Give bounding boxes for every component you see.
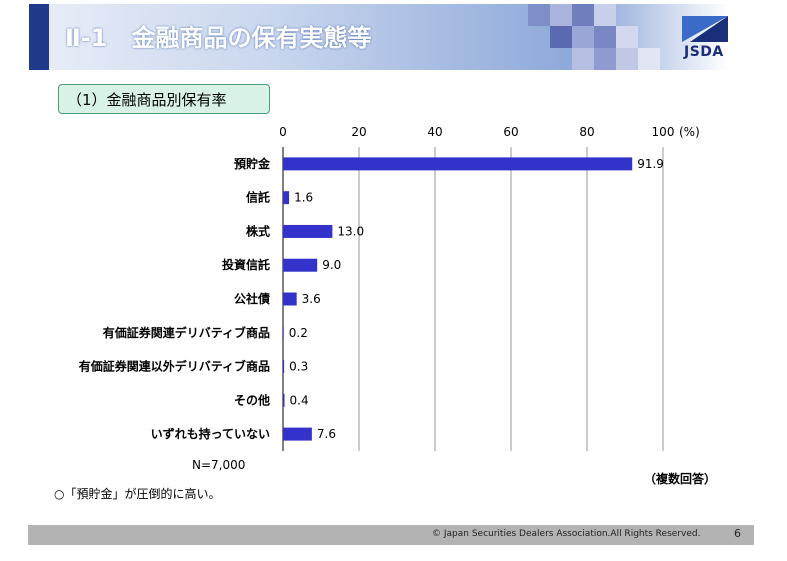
bar [283,360,285,374]
bar [283,157,633,171]
bar [283,258,318,272]
x-tick-label: 0 [279,125,287,139]
x-tick-label: 40 [427,125,442,139]
copyright-text: © Japan Securities Dealers Association.A… [432,529,701,539]
logo-text: JSDA [684,44,724,60]
chart-note: ○「預貯金」が圧倒的に高い。 [54,487,221,501]
multiple-answer-label: （複数回答） [644,472,717,486]
category-label: 預貯金 [234,156,271,171]
axis-unit-label: (%) [679,125,700,139]
mosaic-tile [594,26,616,48]
value-label: 91.9 [637,157,664,171]
value-label: 0.2 [289,326,308,340]
value-label: 9.0 [322,258,341,272]
page-title: Ⅱ-1 金融商品の保有実態等 [65,24,372,52]
mosaic-tile [594,4,616,26]
mosaic-tile [550,4,572,26]
category-label: その他 [234,392,270,407]
value-label: 0.3 [289,360,308,374]
x-tick-label: 100 [652,125,675,139]
mosaic-tile [550,26,572,48]
mosaic-tile [572,48,594,70]
bar [283,393,285,407]
x-tick-label: 20 [351,125,366,139]
bar [283,292,297,306]
mosaic-tile [572,26,594,48]
bar [283,427,312,441]
mosaic-tile [616,48,638,70]
category-label: 投資信託 [222,257,270,272]
mosaic-tile [572,4,594,26]
x-tick-label: 60 [503,125,518,139]
category-label: 公社債 [234,291,270,306]
section-heading: （1）金融商品別保有率 [58,84,270,114]
category-label: 信託 [246,190,270,205]
mosaic-tile [616,26,638,48]
bar-chart: 0 20 40 60 80 100 預貯金信託株式投資信託公社債有価証券関連デリバティブ商… [79,125,700,451]
value-label: 1.6 [294,191,313,205]
mosaic-tile [594,48,616,70]
mosaic-tile [638,48,660,70]
value-label: 7.6 [317,427,336,441]
sample-size-label: N=7,000 [192,458,246,472]
category-label: 株式 [246,223,270,238]
x-tick-label: 80 [579,125,594,139]
mosaic-tile [528,4,550,26]
bar [283,191,290,205]
header-accent-bar [29,4,49,70]
value-label: 0.4 [290,393,309,407]
section-heading-label: （1）金融商品別保有率 [67,91,227,109]
footer-bar: © Japan Securities Dealers Association.A… [28,525,754,545]
category-label: 有価証券関連以外デリバティブ商品 [79,359,270,374]
category-label: 有価証券関連デリバティブ商品 [103,325,270,340]
bar [283,326,284,340]
jsda-logo-icon [682,16,728,42]
page-number: 6 [734,527,741,540]
category-label: いずれも持っていない [151,426,270,441]
value-label: 13.0 [337,224,364,238]
bar [283,224,333,238]
value-label: 3.6 [302,292,321,306]
